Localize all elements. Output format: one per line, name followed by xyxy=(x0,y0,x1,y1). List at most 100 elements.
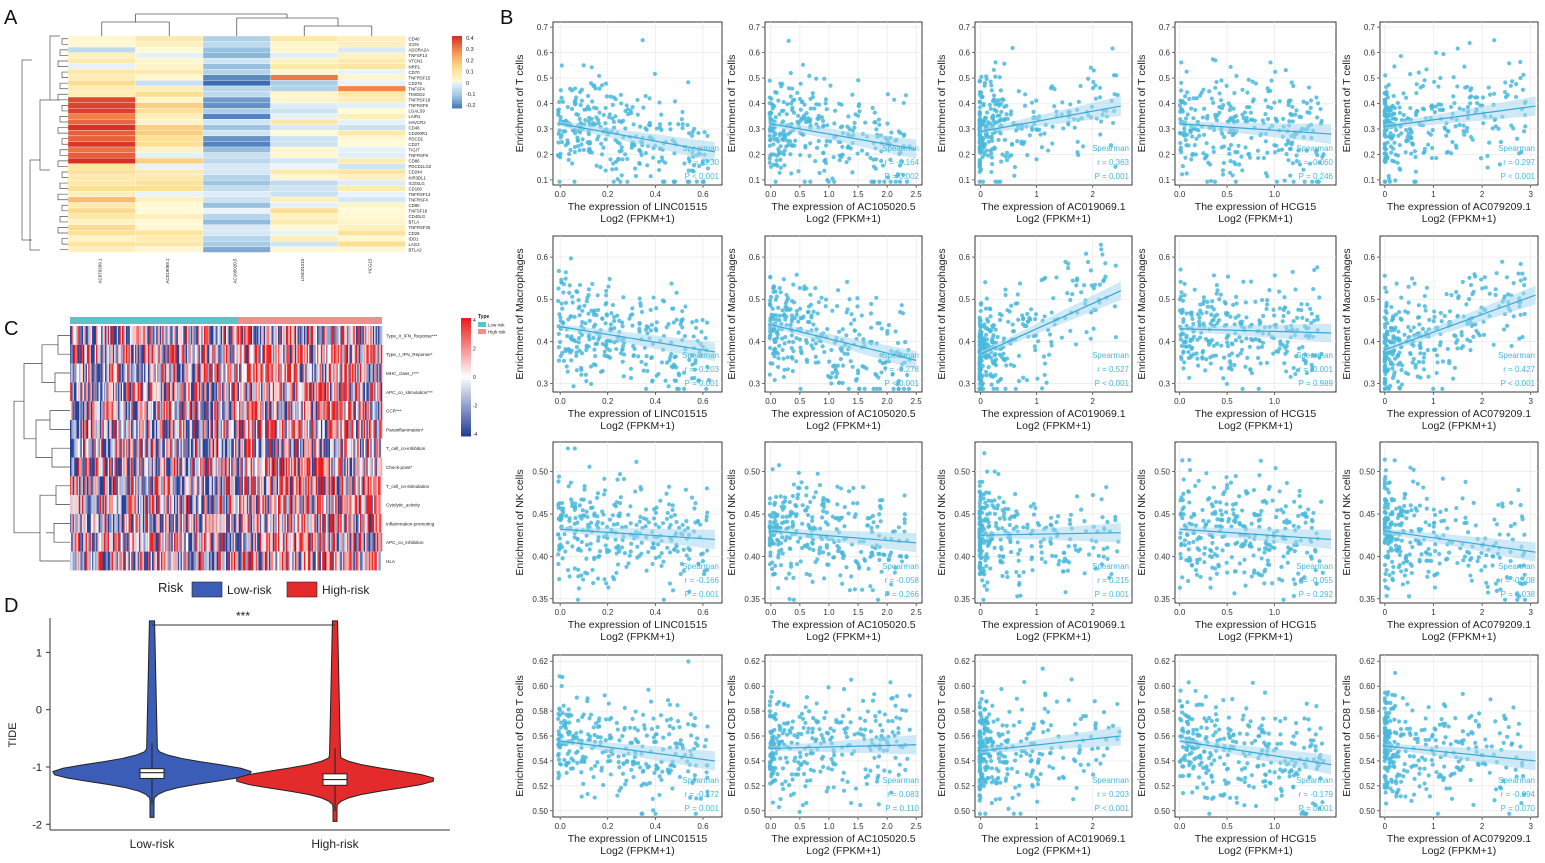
heatmap-c-cell xyxy=(336,382,339,402)
heatmap-c-cell xyxy=(131,476,133,496)
heatmap-c-cell xyxy=(337,344,340,364)
heatmap-c-cell xyxy=(98,551,101,571)
heatmap-c-cell xyxy=(129,401,132,420)
heatmap-c-cell xyxy=(281,532,284,552)
heatmap-c-cell xyxy=(250,514,253,533)
heatmap-c-cell xyxy=(98,532,101,552)
scatter-point xyxy=(1191,116,1196,121)
heatmap-c-cell xyxy=(263,476,266,496)
heatmap-c-cell xyxy=(102,551,105,571)
scatter-point xyxy=(623,126,628,131)
scatter-point xyxy=(992,120,997,126)
heatmap-c-cell xyxy=(118,344,120,364)
scatter-point xyxy=(1248,117,1254,122)
heatmap-a-cell xyxy=(202,96,271,103)
heatmap-c-cell xyxy=(252,326,254,345)
heatmap-c-cell xyxy=(248,420,250,439)
heatmap-c-cell xyxy=(362,326,365,345)
heatmap-c-cell xyxy=(189,457,192,477)
heatmap-c-cell xyxy=(138,363,141,383)
heatmap-c-cell xyxy=(181,532,184,552)
heatmap-c-cell xyxy=(72,457,75,477)
heatmap-c-cell xyxy=(327,363,329,383)
heatmap-c-cell xyxy=(86,495,89,514)
heatmap-c-cell xyxy=(323,457,326,477)
heatmap-c-cell xyxy=(181,514,184,533)
heatmap-c-cell xyxy=(309,401,311,420)
heatmap-c-cell xyxy=(79,551,81,571)
heatmap-c-cell xyxy=(216,438,219,458)
heatmap-c-cell xyxy=(289,532,292,552)
heatmap-c-cell xyxy=(84,401,86,420)
heatmap-c-cell xyxy=(116,420,119,439)
heatmap-c-cell xyxy=(209,514,211,533)
heatmap-c-cell xyxy=(194,551,197,571)
heatmap-c-cell xyxy=(350,363,353,383)
heatmap-c-cell xyxy=(157,401,159,420)
heatmap-c-cell xyxy=(216,401,219,420)
heatmap-c-cell xyxy=(323,420,326,439)
heatmap-c-cell xyxy=(317,476,319,496)
heatmap-c-cell xyxy=(330,495,332,514)
heatmap-c-cell xyxy=(89,326,92,345)
heatmap-c-cell xyxy=(131,551,133,571)
heatmap-c-cell xyxy=(226,363,228,383)
colorbar-a-segment xyxy=(452,70,462,73)
scatter-point xyxy=(631,122,636,127)
heatmap-a-cell xyxy=(337,224,406,231)
heatmap-a-gene-label: KIR3DL1 xyxy=(409,175,427,180)
colorscale-c-segment xyxy=(461,347,471,351)
scatter-point xyxy=(774,158,779,163)
heatmap-c-cell xyxy=(318,476,320,496)
heatmap-c-cell xyxy=(106,551,108,571)
heatmap-a-cell xyxy=(135,146,204,153)
heatmap-c-cell xyxy=(302,420,305,439)
heatmap-a-cell xyxy=(202,108,271,114)
heatmap-c-cell xyxy=(219,514,222,533)
heatmap-c-cell xyxy=(271,401,274,420)
heatmap-c-cell xyxy=(353,438,355,458)
scatter-point xyxy=(700,179,705,184)
heatmap-c-cell xyxy=(330,476,332,496)
heatmap-c-cell xyxy=(301,476,303,496)
scatter-point xyxy=(558,135,563,140)
heatmap-c-cell xyxy=(369,495,371,514)
heatmap-c-cell xyxy=(79,344,81,364)
scatter-point xyxy=(983,115,989,121)
heatmap-c-cell xyxy=(339,532,341,552)
heatmap-c-cell xyxy=(287,420,289,439)
heatmap-c-cell xyxy=(96,457,98,477)
heatmap-c-cell xyxy=(349,420,352,439)
heatmap-c-cell xyxy=(115,382,118,402)
heatmap-c-cell xyxy=(187,344,189,364)
heatmap-c-cell xyxy=(127,344,129,364)
heatmap-c-cell xyxy=(84,532,86,552)
heatmap-c-cell xyxy=(189,532,192,552)
heatmap-c-cell xyxy=(380,382,383,402)
heatmap-c-cell xyxy=(366,551,368,571)
heatmap-c-cell xyxy=(218,382,220,402)
scatter-point xyxy=(785,102,790,107)
heatmap-c-cell xyxy=(361,420,363,439)
scatter-point xyxy=(1192,143,1197,148)
heatmap-c-cell xyxy=(245,532,248,552)
heatmap-c-cell xyxy=(218,363,220,383)
heatmap-c-cell xyxy=(155,420,158,439)
scatter-point xyxy=(997,75,1002,80)
heatmap-a-cell xyxy=(337,74,406,81)
scatter-point xyxy=(868,155,873,161)
heatmap-c-cell xyxy=(209,551,211,571)
heatmap-a-cell xyxy=(67,96,136,103)
heatmap-c-cell xyxy=(349,532,352,552)
scatter-point xyxy=(592,83,597,88)
scatter-point xyxy=(596,117,601,123)
heatmap-c-cell xyxy=(263,363,266,383)
heatmap-c-cell xyxy=(352,532,354,552)
heatmap-c-cell xyxy=(149,457,151,477)
heatmap-c-cell xyxy=(88,438,90,458)
heatmap-a-gene-label: TNFRSF25 xyxy=(409,225,431,230)
scatter-point xyxy=(802,116,808,122)
heatmap-c-cell xyxy=(349,551,352,571)
heatmap-c-cell xyxy=(374,438,376,458)
heatmap-c-cell xyxy=(276,495,279,514)
